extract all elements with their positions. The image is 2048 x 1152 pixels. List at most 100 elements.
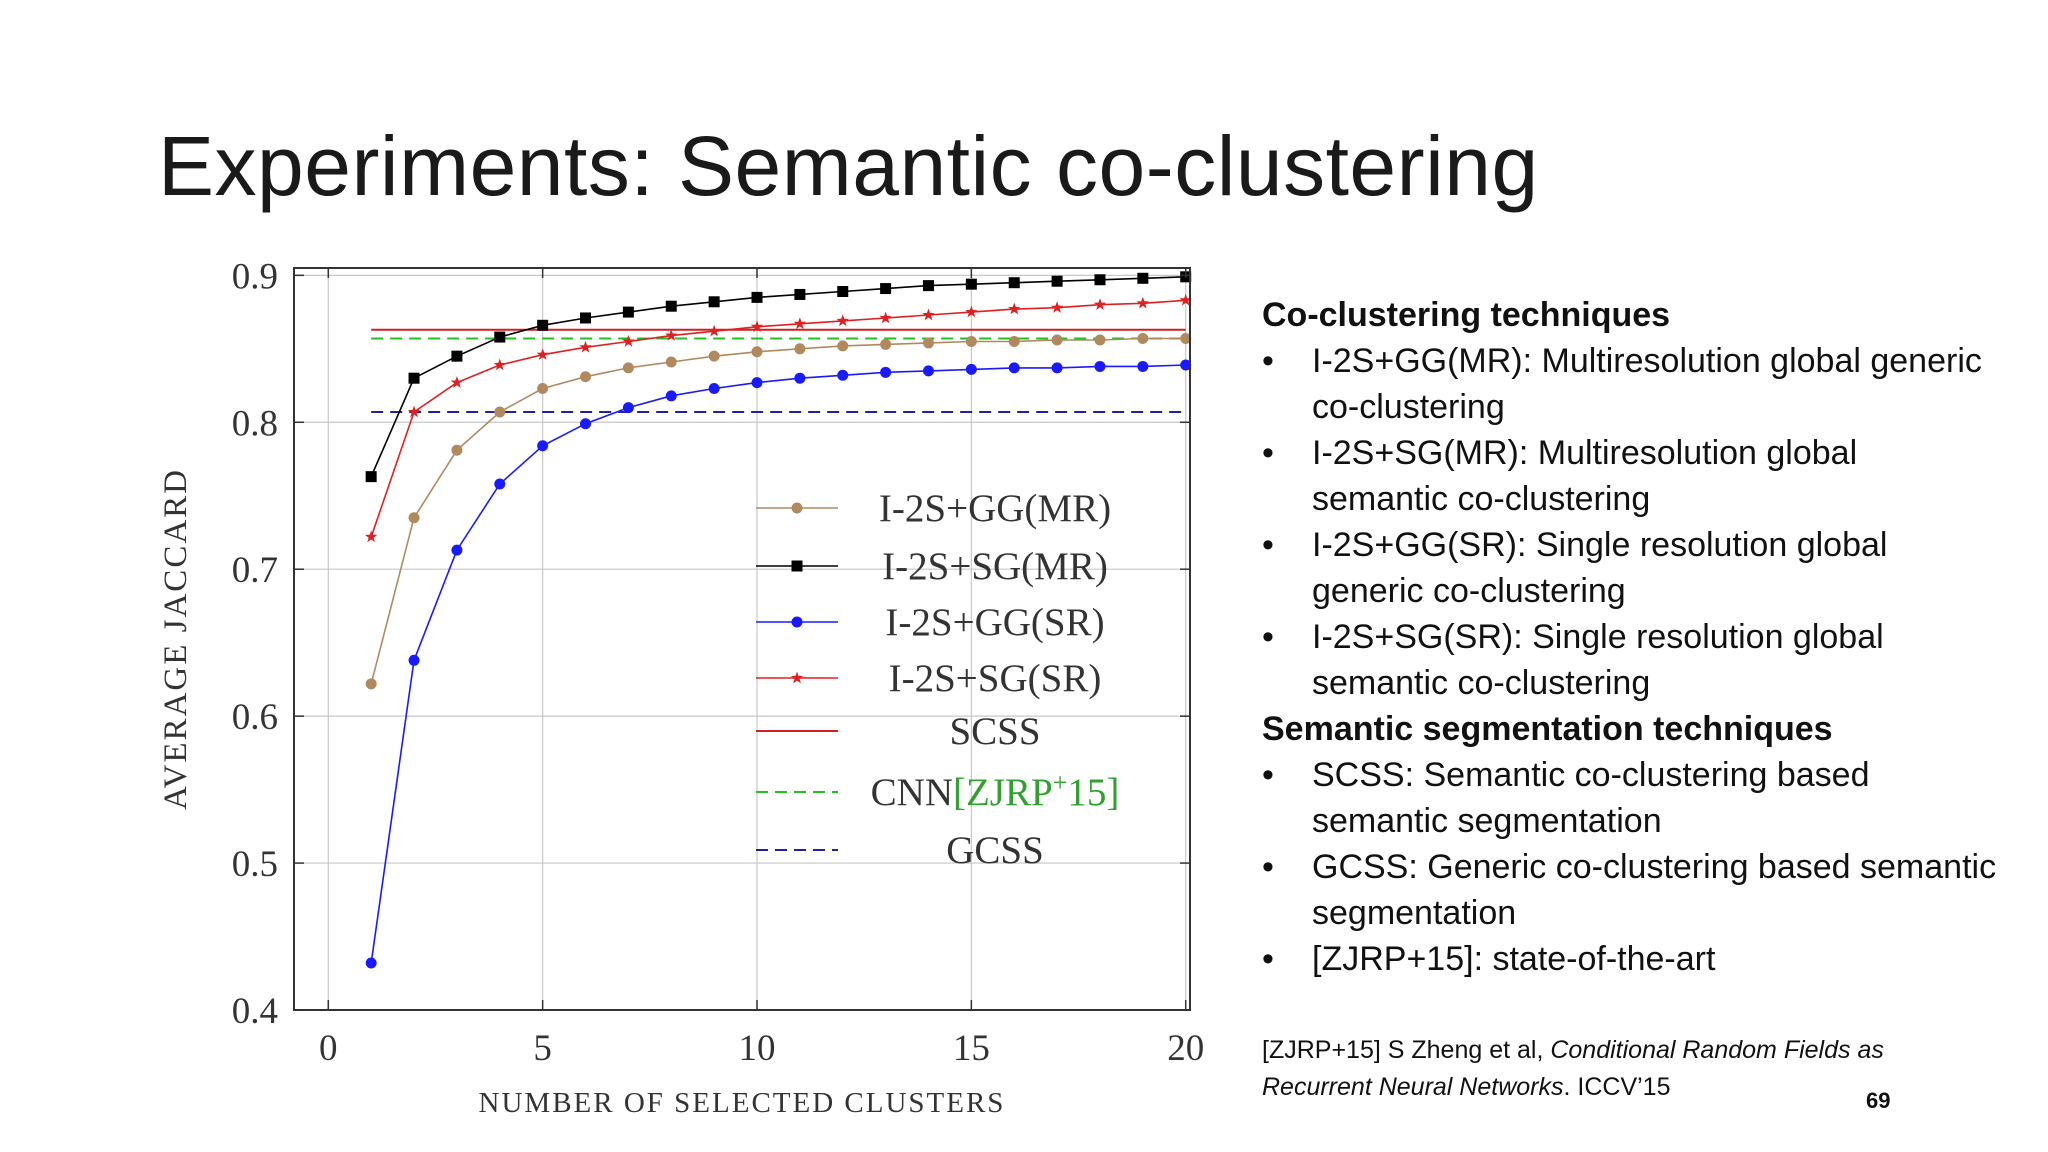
data-point — [450, 376, 464, 388]
data-point — [365, 530, 378, 543]
data-point — [837, 286, 849, 298]
data-point — [1094, 334, 1106, 346]
data-point — [837, 340, 849, 352]
data-point — [1051, 275, 1063, 287]
data-point — [537, 319, 549, 331]
data-point — [580, 371, 592, 383]
data-point — [536, 348, 549, 360]
data-point — [537, 440, 549, 452]
x-tick-label: 15 — [953, 1028, 990, 1069]
data-point — [365, 471, 377, 483]
data-point — [1051, 362, 1063, 374]
x-tick-label: 5 — [533, 1028, 552, 1069]
data-point — [791, 502, 803, 514]
co-clustering-heading: Co-clustering techniques — [1262, 296, 1671, 334]
data-point — [880, 283, 892, 295]
y-tick-label: 0.6 — [232, 697, 278, 738]
data-point — [579, 340, 592, 353]
list-item-text: I-2S+GG(MR): Multiresolution global gene… — [1312, 342, 1982, 426]
data-point — [965, 278, 977, 290]
data-point — [537, 382, 549, 394]
bullet: • — [1262, 526, 1274, 564]
data-point — [879, 311, 892, 324]
data-point — [922, 365, 934, 377]
data-point — [1180, 359, 1192, 371]
x-axis-label: NUMBER OF SELECTED CLUSTERS — [479, 1087, 1006, 1119]
reference-lines — [371, 328, 1186, 413]
list-item: • I-2S+SG(MR): Multiresolution global sem… — [1262, 430, 2002, 522]
plot-frame — [293, 267, 1191, 1011]
list-item: • GCSS: Generic co-clustering based seman… — [1262, 844, 2002, 936]
y-tick-label: 0.4 — [232, 991, 278, 1032]
data-point — [580, 418, 592, 430]
legend-citation: [ZJRP — [953, 771, 1053, 814]
chart-series — [365, 271, 1192, 969]
data-point — [494, 478, 506, 490]
data-point — [1137, 272, 1149, 284]
data-point — [794, 372, 806, 384]
data-point — [965, 335, 977, 347]
data-point — [880, 338, 892, 350]
series-line — [370, 364, 1186, 964]
data-point — [407, 405, 421, 418]
bullet: • — [1262, 756, 1274, 794]
data-point — [750, 320, 764, 332]
legend-label: I-2S+SG(MR) — [882, 545, 1108, 588]
list-item: • I-2S+GG(MR): Multiresolution global gen… — [1262, 338, 2002, 430]
line-chart: 0 5 10 15 20 0.4 0.5 0.6 0.7 0.8 0.9 NUMBER OF SEL… — [158, 256, 1204, 1119]
y-tick-label: 0.5 — [232, 844, 278, 885]
data-point — [965, 305, 978, 318]
legend-label: CNN[ZJRP+15] — [871, 768, 1120, 815]
segmentation-list: • SCSS: Semantic co-clustering based sema… — [1262, 752, 2002, 982]
y-tick-label: 0.8 — [232, 403, 278, 444]
data-point — [494, 331, 506, 343]
legend-label-name: CNN — [871, 771, 953, 814]
chart-legend: I-2S+GG(MR) I-2S+SG(MR) I-2S+GG(SR) I-2S+SG… — [756, 487, 1119, 872]
data-point — [1137, 360, 1149, 372]
series-line — [370, 299, 1186, 538]
list-item: • I-2S+SG(SR): Single resolution global s… — [1262, 614, 2002, 706]
segmentation-heading: Semantic segmentation techniques — [1262, 710, 1833, 748]
y-tick-label: 0.9 — [232, 256, 278, 297]
data-point — [622, 306, 634, 318]
data-point — [408, 372, 420, 384]
data-point — [791, 616, 803, 628]
data-point — [1008, 335, 1020, 347]
data-point — [837, 369, 849, 381]
data-point — [836, 314, 849, 327]
data-point — [922, 337, 934, 349]
data-point — [451, 544, 463, 556]
data-point — [622, 362, 634, 374]
data-point — [794, 288, 806, 300]
data-point — [665, 390, 677, 402]
data-point — [1008, 277, 1020, 289]
legend-label: GCSS — [946, 829, 1044, 872]
reference-title: Conditional Random Fields as Recurrent N… — [1262, 1036, 1884, 1101]
data-point — [1008, 302, 1021, 315]
series-group — [365, 359, 1192, 969]
list-item-text: I-2S+GG(SR): Single resolution global ge… — [1312, 526, 1888, 610]
list-item-text: I-2S+SG(SR): Single resolution global se… — [1312, 618, 1884, 702]
data-point — [793, 317, 807, 330]
legend-label: I-2S+SG(SR) — [889, 657, 1102, 700]
data-point — [408, 512, 420, 524]
slide-title: Experiments: Semantic co-clustering — [158, 119, 1539, 213]
data-point — [665, 329, 678, 341]
list-item-text: SCSS: Semantic co-clustering based seman… — [1312, 756, 1870, 840]
data-point — [1008, 362, 1020, 374]
x-tick-label: 10 — [739, 1028, 776, 1069]
data-point — [1137, 333, 1149, 345]
bullet: • — [1262, 618, 1274, 656]
data-point — [493, 358, 506, 371]
data-point — [1051, 334, 1063, 346]
reference-note: [ZJRP+15] S Zheng et al, Conditional Ran… — [1262, 1032, 1982, 1106]
data-point — [408, 654, 420, 666]
bullet: • — [1262, 848, 1274, 886]
co-clustering-list: • I-2S+GG(MR): Multiresolution global gen… — [1262, 338, 2002, 706]
data-point — [922, 308, 935, 321]
data-point — [665, 300, 677, 312]
legend-citation-end: 15] — [1067, 771, 1119, 814]
bullet: • — [1262, 342, 1274, 380]
page-number: 69 — [1866, 1088, 1891, 1113]
y-tick-label: 0.7 — [232, 550, 278, 591]
